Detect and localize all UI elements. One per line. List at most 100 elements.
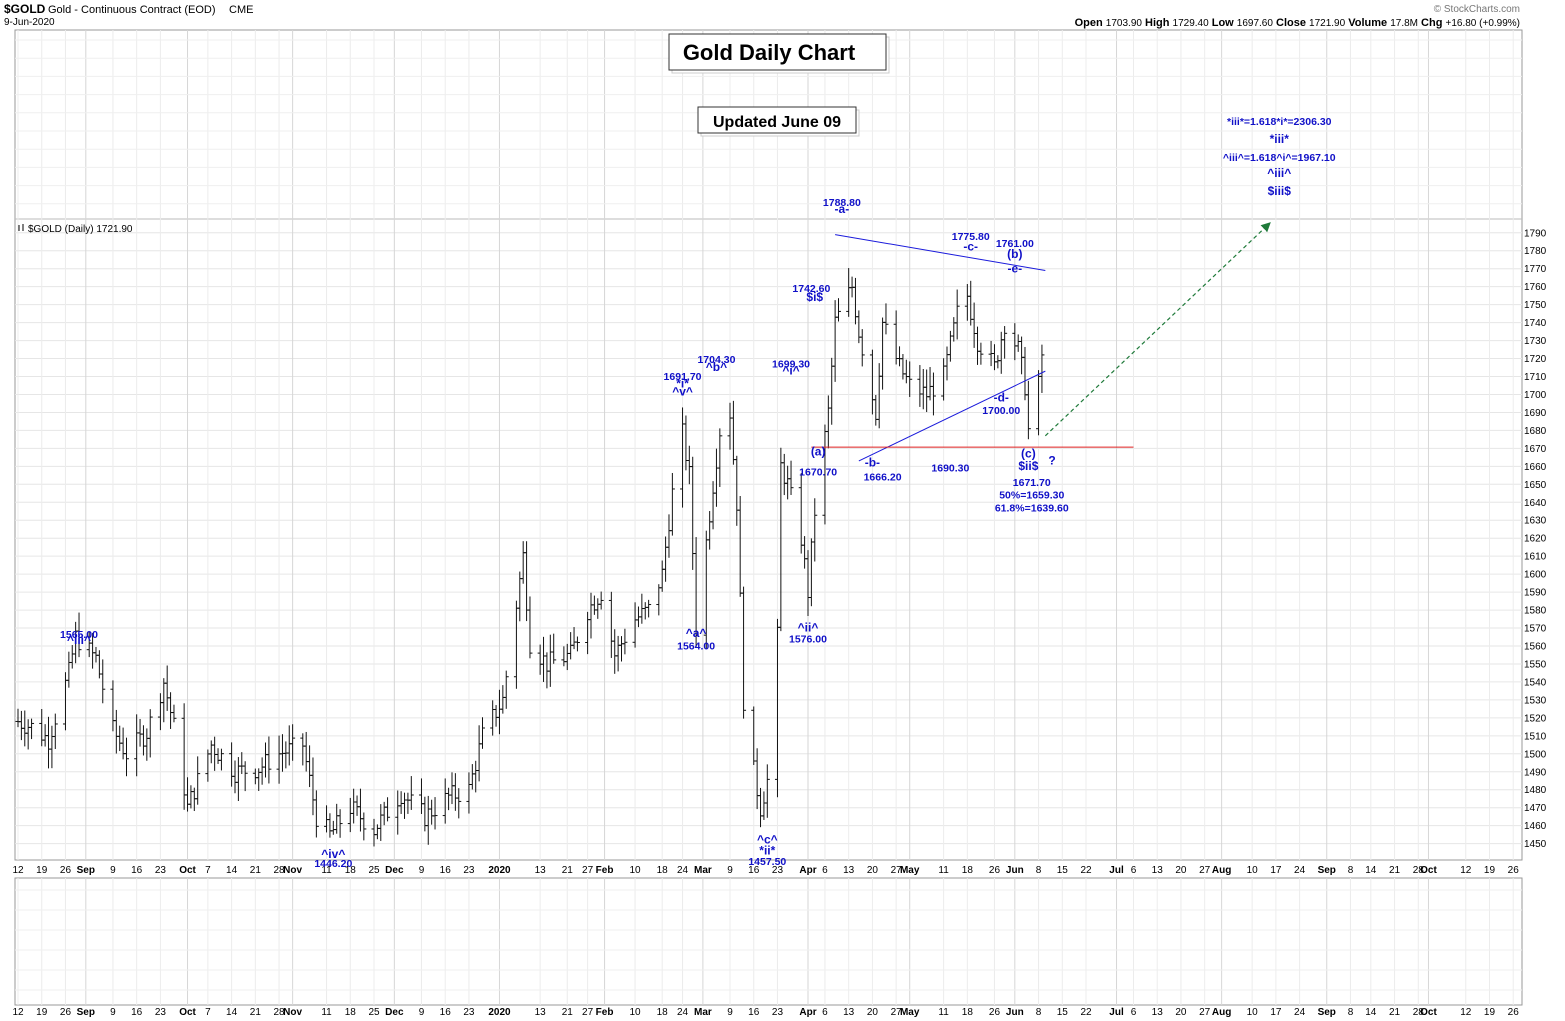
wave-label: 1670.70: [799, 466, 837, 478]
price-panel-frame: [14, 29, 1523, 861]
ohlc-label: Chg: [1418, 17, 1446, 29]
x-tick-label: 8: [1036, 865, 1042, 876]
x-tick-label: 16: [748, 865, 760, 876]
x-tick-label: 9: [110, 1007, 116, 1018]
x-tick-label: 15: [1057, 865, 1069, 876]
wave-label: ^iii^: [67, 633, 91, 647]
x-tick-label: 20: [1175, 865, 1187, 876]
y-tick-label: 1770: [1524, 264, 1547, 275]
y-tick-label: 1490: [1524, 767, 1547, 778]
ohlc-label: Open: [1075, 17, 1106, 29]
x-tick-label: 27: [582, 865, 594, 876]
x-tick-label: 28: [274, 865, 286, 876]
x-tick-label: 26: [60, 865, 72, 876]
y-tick-label: 1600: [1524, 570, 1547, 581]
x-tick-label: 19: [1484, 1007, 1496, 1018]
x-tick-label: 17: [1270, 865, 1282, 876]
x-tick-label: 20: [867, 865, 879, 876]
x-tick-label: 26: [989, 1007, 1001, 1018]
y-tick-label: 1590: [1524, 588, 1547, 599]
x-tick-label: 6: [822, 865, 828, 876]
x-tick-label: 9: [727, 865, 733, 876]
y-tick-label: 1540: [1524, 677, 1547, 688]
x-tick-label: 19: [36, 1007, 48, 1018]
x-tick-label: 24: [1294, 865, 1306, 876]
x-tick-label: 8: [1348, 865, 1354, 876]
ohlc-label: High: [1142, 17, 1173, 29]
x-tick-label: 6: [1131, 865, 1137, 876]
wave-label: (a): [811, 445, 826, 459]
ohlc-value: 17.8M: [1390, 18, 1418, 29]
x-tick-label: 24: [1294, 1007, 1306, 1018]
y-tick-label: 1460: [1524, 821, 1547, 832]
x-tick-label: Mar: [694, 865, 712, 876]
x-tick-label: 21: [1389, 865, 1401, 876]
x-tick-label: 18: [657, 1007, 669, 1018]
title-box: Gold Daily Chart: [668, 33, 890, 74]
wave-label: 1691.70: [664, 371, 702, 383]
wave-label: 1699.30: [772, 359, 810, 371]
y-tick-label: 1480: [1524, 785, 1547, 796]
x-tick-label: 8: [1036, 1007, 1042, 1018]
wave-label: ^ii^: [798, 621, 819, 635]
x-tick-label: Jun: [1006, 1007, 1024, 1018]
x-tick-label: 16: [440, 1007, 452, 1018]
wave-label: 50%=1659.30: [999, 490, 1064, 502]
x-tick-label: May: [900, 865, 920, 876]
x-tick-label: 2020: [488, 1007, 511, 1018]
x-tick-label: 28: [1413, 1007, 1425, 1018]
chart-grid: [15, 30, 1522, 1005]
y-tick-label: 1510: [1524, 731, 1547, 742]
x-tick-label: 21: [562, 865, 574, 876]
x-tick-label: 12: [12, 865, 24, 876]
x-tick-label: 6: [822, 1007, 828, 1018]
x-tick-label: Apr: [799, 1007, 816, 1018]
y-tick-label: 1640: [1524, 498, 1547, 509]
y-tick-label: 1690: [1524, 408, 1547, 419]
y-tick-label: 1500: [1524, 749, 1547, 760]
y-tick-label: 1520: [1524, 713, 1547, 724]
x-tick-label: 27: [891, 865, 903, 876]
y-tick-label: 1470: [1524, 803, 1547, 814]
x-tick-label: Aug: [1212, 865, 1231, 876]
wave-label: 1690.30: [931, 463, 969, 475]
x-tick-label: 28: [274, 1007, 286, 1018]
wave-label: *iii*: [1270, 132, 1290, 146]
wave-label: 1788.80: [823, 197, 861, 209]
x-tick-label: Sep: [1318, 1007, 1336, 1018]
wave-label: 1576.00: [789, 633, 827, 645]
x-tick-label: Aug: [1212, 1007, 1231, 1018]
wave-label: 1704.30: [697, 354, 735, 366]
x-tick-label: 23: [155, 865, 167, 876]
lower-panel-frame: [14, 877, 1523, 1006]
x-tick-label: 23: [463, 865, 475, 876]
y-axis: 1450 1460 1470 1480 1490 1500 1510 1520 1530 1540…: [1524, 228, 1547, 850]
x-tick-label: 11: [938, 1007, 949, 1018]
x-tick-label: Nov: [283, 865, 302, 876]
x-tick-label: 12: [12, 1007, 24, 1018]
price-bars: [15, 268, 1045, 847]
x-tick-label: 22: [1080, 1007, 1092, 1018]
x-tick-label: Sep: [77, 865, 95, 876]
wave-label: *i*: [676, 376, 689, 390]
x-tick-label: 20: [1175, 1007, 1187, 1018]
x-tick-label: 19: [36, 865, 48, 876]
x-tick-label: 14: [1365, 865, 1377, 876]
y-tick-label: 1610: [1524, 552, 1547, 563]
x-tick-label: 16: [440, 865, 452, 876]
x-tick-label: Apr: [799, 865, 816, 876]
x-tick-label: May: [900, 1007, 920, 1018]
wave-label: 1761.00: [996, 238, 1034, 250]
y-tick-label: 1780: [1524, 246, 1547, 257]
wave-label: ^v^: [672, 384, 693, 398]
x-tick-label: 13: [535, 865, 547, 876]
wave-label: ^iv^: [321, 847, 345, 861]
wave-label: 1457.50: [748, 856, 786, 868]
chart-title: Gold Daily Chart: [683, 40, 856, 65]
updated-box: Updated June 09: [697, 106, 860, 137]
x-tick-label: 17: [1270, 1007, 1282, 1018]
ohlc-value: 1721.90: [1309, 18, 1346, 29]
x-tick-label: 23: [155, 1007, 167, 1018]
